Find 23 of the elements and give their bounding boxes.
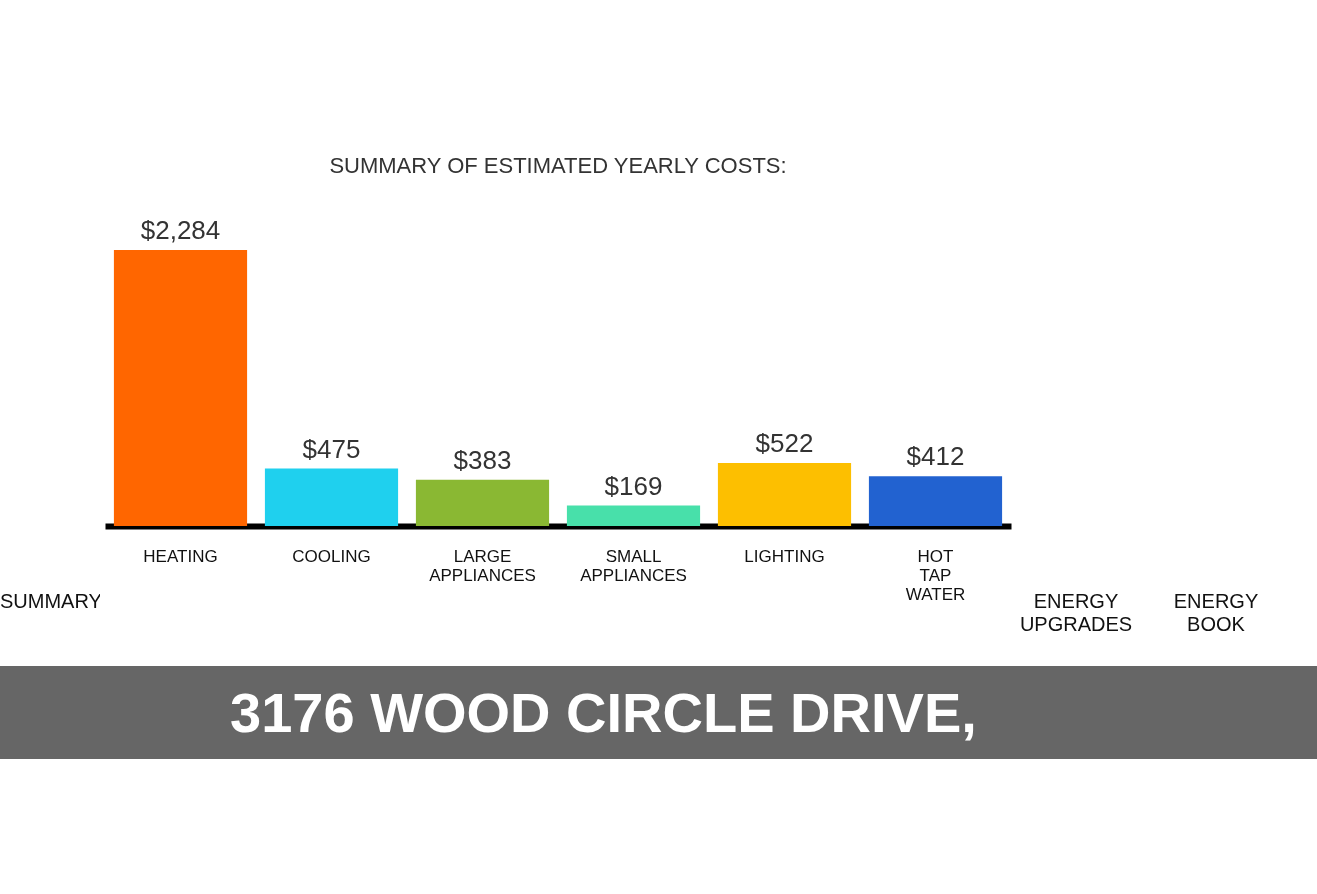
text: 3176 WOOD CIRCLE DRIVE,: [0, 666, 1317, 759]
bar: [868, 476, 1003, 526]
bar: [415, 479, 550, 526]
text: SUMMARY: [0, 590, 102, 613]
chart-title: SUMMARY OF ESTIMATED YEARLY COSTS:: [329, 153, 787, 179]
data-label: $2,284: [140, 215, 221, 246]
data-label: $522: [755, 427, 814, 458]
text: ENERGY UPGRADES: [1018, 590, 1134, 636]
text: ENERGY BOOK: [1172, 590, 1260, 636]
x-tick-label: LARGE APPLIANCES: [429, 546, 536, 585]
bar: [717, 462, 852, 526]
data-label: $475: [302, 433, 361, 464]
x-tick-label: SMALL APPLIANCES: [580, 546, 687, 585]
x-tick-label: HOT TAP WATER: [905, 546, 966, 604]
data-label: $412: [906, 441, 965, 472]
bar: [566, 505, 701, 526]
x-tick-label: LIGHTING: [744, 546, 825, 566]
data-label: $169: [604, 470, 663, 501]
x-tick-label: COOLING: [292, 546, 371, 566]
bar: [264, 468, 399, 526]
data-label: $383: [453, 444, 512, 475]
x-tick-label: HEATING: [143, 546, 218, 566]
bar: [113, 250, 248, 526]
